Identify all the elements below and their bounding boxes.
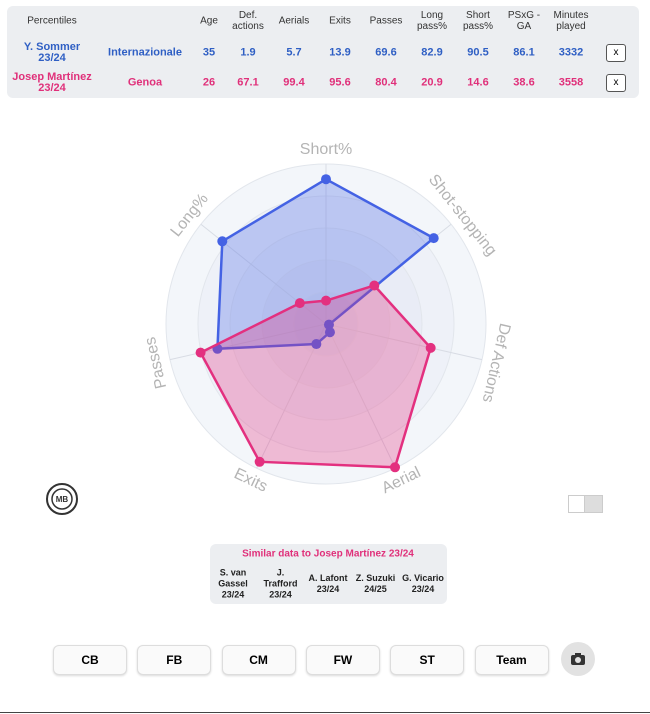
stat-value: 26 xyxy=(202,76,216,89)
radar-point xyxy=(294,298,305,309)
similar-player[interactable]: G. Vicario 23/24 xyxy=(402,573,444,594)
camera-icon xyxy=(571,653,585,665)
stat-value: 69.6 xyxy=(375,46,397,59)
stat-value: 95.6 xyxy=(329,76,351,89)
column-header: Minutes played xyxy=(553,10,589,32)
stat-value: 1.9 xyxy=(240,46,256,59)
team-name: Genoa xyxy=(127,76,163,89)
radar-point xyxy=(195,347,206,358)
radar-spoke xyxy=(325,323,396,469)
stat-value: 20.9 xyxy=(421,76,443,89)
axis-label: Passes xyxy=(142,335,170,390)
similar-player[interactable]: S. van Gassel 23/24 xyxy=(218,567,248,600)
position-button[interactable]: Team xyxy=(474,645,549,675)
stat-value: 3332 xyxy=(558,46,584,59)
stat-value: 86.1 xyxy=(513,46,535,59)
radar-point xyxy=(324,327,335,338)
column-header: PSxG - GA xyxy=(507,10,541,32)
radar-area xyxy=(216,177,435,351)
column-header: Exits xyxy=(329,15,351,27)
radar-point xyxy=(425,342,436,353)
radar-point xyxy=(390,462,401,473)
column-header: Long pass% xyxy=(416,10,447,32)
position-button[interactable]: CM xyxy=(221,645,296,675)
radar-area xyxy=(199,284,432,469)
player-name: Y. Sommer 23/24 xyxy=(23,41,81,64)
toggle[interactable] xyxy=(568,495,603,513)
column-header: Aerials xyxy=(278,15,310,27)
similar-title: Similar data to Josep Martínez 23/24 xyxy=(242,548,414,560)
stat-value: 82.9 xyxy=(421,46,443,59)
radar-point xyxy=(428,233,439,244)
toggle-knob xyxy=(569,496,585,512)
column-header: Age xyxy=(200,15,218,27)
radar-point xyxy=(311,339,322,350)
column-header: Percentiles xyxy=(27,15,77,27)
stat-value: 14.6 xyxy=(467,76,489,89)
position-button[interactable]: ST xyxy=(390,645,465,675)
radar-point xyxy=(254,456,265,467)
stat-value: 13.9 xyxy=(329,46,351,59)
team-name: Internazionale xyxy=(108,46,182,59)
position-button[interactable]: FW xyxy=(305,645,380,675)
radar-point xyxy=(369,280,380,291)
radar-point xyxy=(217,236,228,247)
radar-point xyxy=(323,319,334,330)
remove-button[interactable]: x xyxy=(606,44,626,62)
stat-value: 35 xyxy=(202,46,216,59)
axis-label: Short% xyxy=(300,141,352,158)
stat-value: 5.7 xyxy=(286,46,302,59)
stat-value: 38.6 xyxy=(513,76,535,89)
player-name: Josep Martínez 23/24 xyxy=(12,71,92,94)
column-header: Def. actions xyxy=(232,10,264,32)
position-button[interactable]: FB xyxy=(137,645,212,675)
stat-value: 3558 xyxy=(558,76,584,89)
stat-value: 80.4 xyxy=(375,76,397,89)
stat-value: 90.5 xyxy=(467,46,489,59)
similar-player[interactable]: Z. Suzuki 24/25 xyxy=(355,573,396,594)
camera-button[interactable] xyxy=(561,642,595,676)
stat-value: 67.1 xyxy=(237,76,259,89)
divider xyxy=(0,712,650,713)
column-header: Passes xyxy=(369,15,403,27)
radar-point xyxy=(321,295,331,306)
similar-player[interactable]: J. Trafford 23/24 xyxy=(263,567,298,600)
radar-point xyxy=(321,174,331,185)
column-header: Short pass% xyxy=(462,10,493,32)
logo-inner xyxy=(51,488,73,510)
stats-panel: Percentiles Age Def. actions Aerials Exits Pa… xyxy=(7,6,639,98)
similar-player[interactable]: A. Lafont 23/24 xyxy=(308,573,348,594)
position-button[interactable]: CB xyxy=(53,645,127,675)
logo: MB xyxy=(56,495,69,504)
similar-panel: Similar data to Josep Martínez 23/24 S. v… xyxy=(210,544,447,604)
stat-value: 99.4 xyxy=(283,76,305,89)
radar-spoke xyxy=(325,323,483,361)
remove-button[interactable]: x xyxy=(606,74,626,92)
